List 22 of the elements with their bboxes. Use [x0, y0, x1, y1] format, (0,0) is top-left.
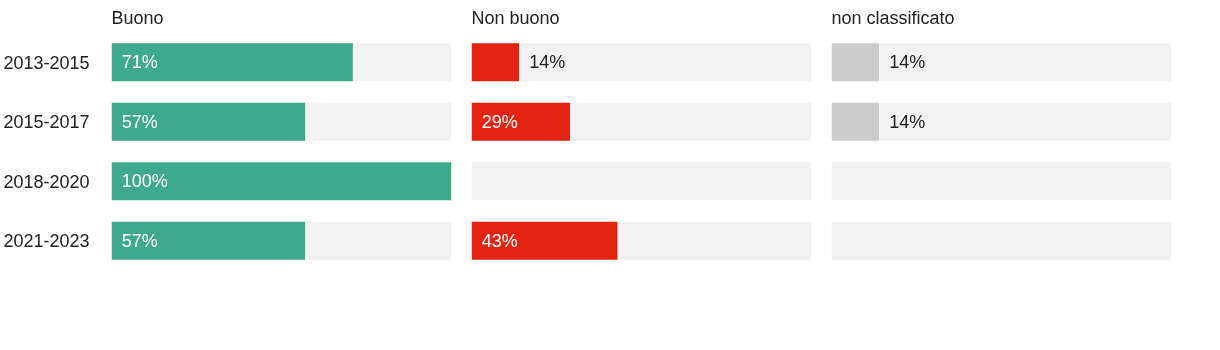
- chart-title: non classificato: [831, 7, 955, 28]
- bar: [519, 43, 812, 82]
- data-label: 57%: [121, 111, 158, 132]
- y-tick-label: 2013-2015: [3, 52, 90, 73]
- data-label: 14%: [889, 111, 926, 132]
- chart-title: Buono: [111, 7, 164, 28]
- data-label: 71%: [121, 52, 158, 73]
- bar: [471, 102, 571, 141]
- bar: [471, 43, 520, 82]
- bar: [471, 221, 618, 260]
- data-label: 29%: [481, 111, 518, 132]
- data-label: 43%: [481, 230, 518, 251]
- bar: [617, 221, 812, 260]
- data-label: 57%: [121, 230, 158, 251]
- y-tick-label: 2018-2020: [3, 171, 90, 192]
- data-label: 14%: [529, 52, 566, 73]
- y-tick-label: 2015-2017: [3, 112, 90, 133]
- chart-title: Non buono: [471, 7, 560, 28]
- y-tick-label: 2021-2023: [3, 231, 90, 252]
- data-label: 100%: [121, 171, 168, 192]
- bar: [570, 102, 812, 141]
- data-label: 14%: [889, 52, 926, 73]
